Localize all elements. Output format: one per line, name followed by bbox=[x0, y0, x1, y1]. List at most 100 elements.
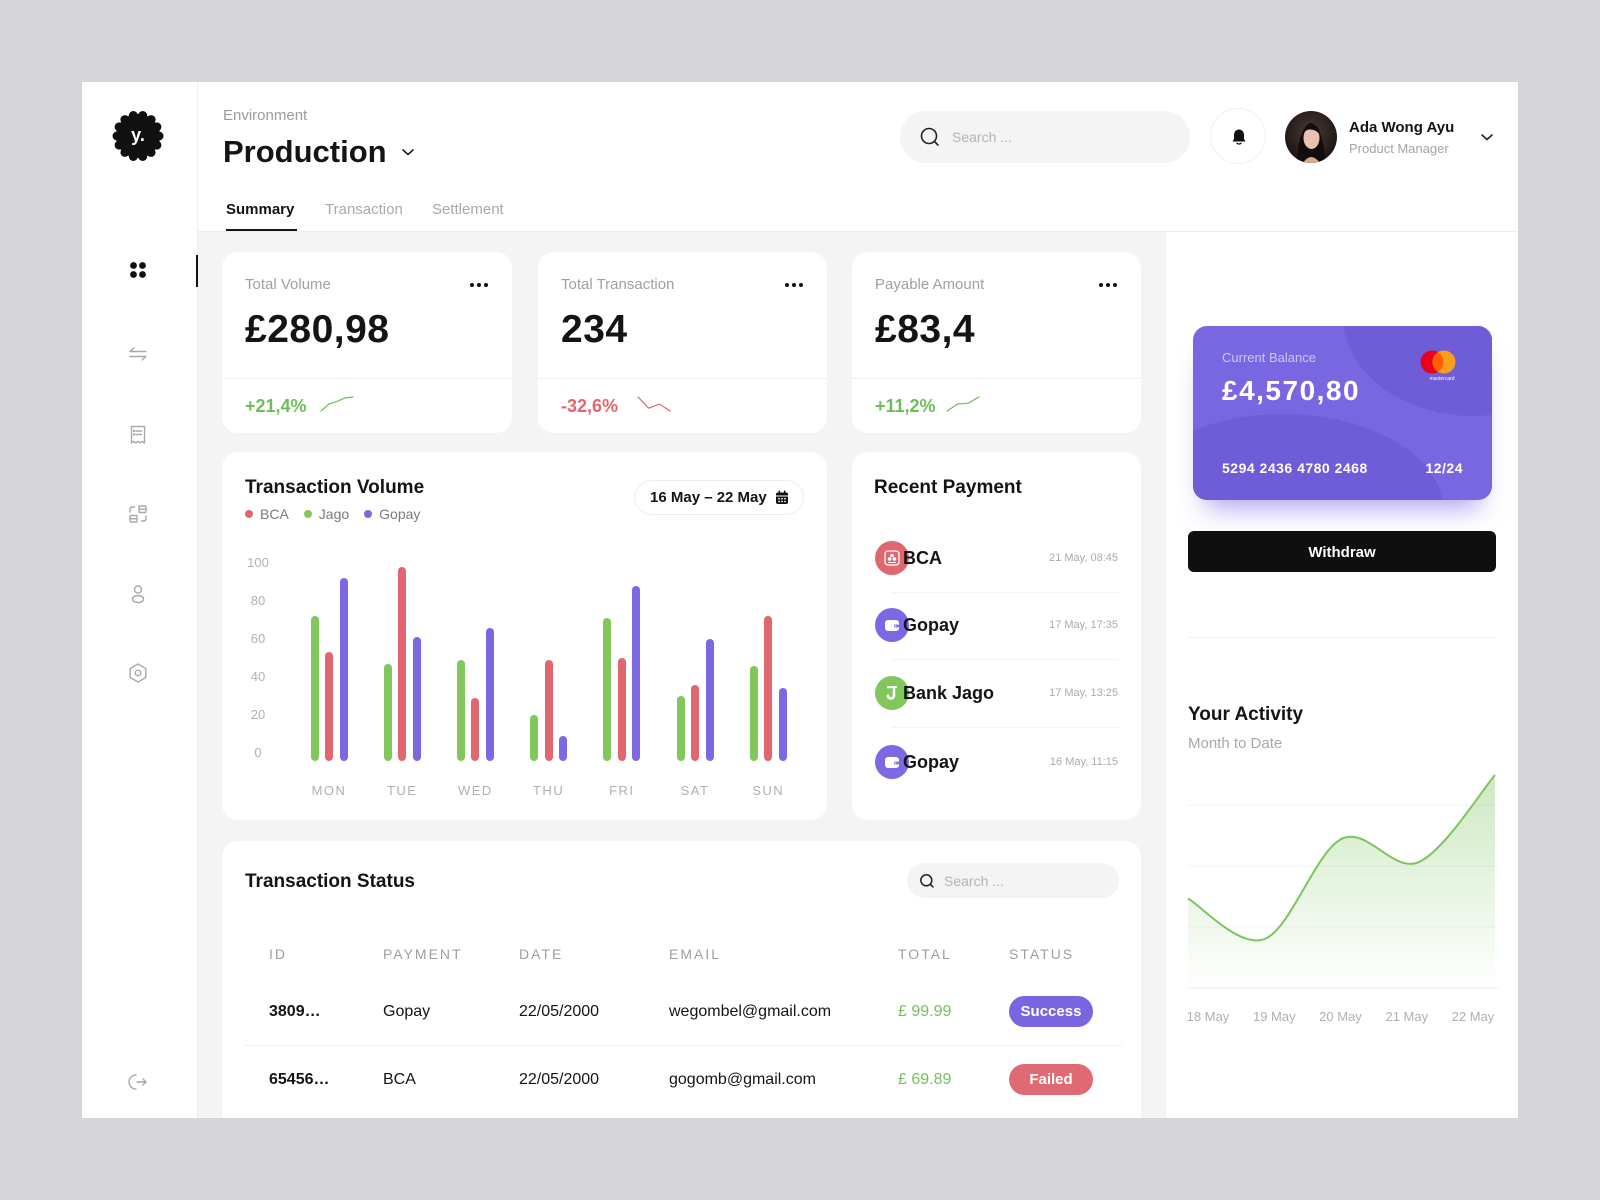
bar-jago[interactable] bbox=[676, 696, 685, 761]
legend-label: BCA bbox=[260, 506, 289, 522]
sidebar-item-convert[interactable] bbox=[126, 502, 150, 526]
bar-jago[interactable] bbox=[749, 665, 758, 761]
bar-gopay[interactable] bbox=[485, 627, 494, 761]
divider bbox=[892, 659, 1118, 660]
stat-value: £83,4 bbox=[875, 308, 976, 351]
date-range-text: 16 May – 22 May bbox=[650, 489, 767, 506]
cell-total: £ 99.99 bbox=[898, 1003, 952, 1020]
more-icon[interactable] bbox=[783, 278, 805, 292]
table-row[interactable]: 65456… BCA 22/05/2000 gogomb@gmail.com £… bbox=[222, 1060, 1141, 1100]
bar-jago[interactable] bbox=[383, 663, 392, 761]
status-badge-success[interactable]: Success bbox=[1009, 996, 1093, 1027]
bar-gopay[interactable] bbox=[632, 585, 641, 761]
more-icon[interactable] bbox=[468, 278, 490, 292]
bar-bca[interactable] bbox=[764, 616, 773, 761]
user-avatar[interactable] bbox=[1285, 111, 1337, 163]
status-badge-failed[interactable]: Failed bbox=[1009, 1064, 1093, 1095]
legend-item-bca[interactable]: BCA bbox=[245, 506, 289, 522]
logo-text: y. bbox=[131, 125, 145, 145]
payment-item-bank-jago[interactable]: Bank Jago 17 May, 13:25 bbox=[852, 673, 1141, 713]
column-header-status[interactable]: STATUS bbox=[1009, 946, 1075, 962]
legend-dot bbox=[245, 510, 253, 518]
user-name: Ada Wong Ayu bbox=[1349, 119, 1455, 136]
column-header-total[interactable]: TOTAL bbox=[898, 946, 952, 962]
cell-payment: BCA bbox=[383, 1071, 416, 1088]
bar-bca[interactable] bbox=[398, 566, 407, 761]
column-header-date[interactable]: DATE bbox=[519, 946, 564, 962]
date-range-picker[interactable]: 16 May – 22 May bbox=[634, 480, 804, 515]
column-header-email[interactable]: EMAIL bbox=[669, 946, 722, 962]
sidebar-item-transfer[interactable] bbox=[126, 342, 150, 366]
chart-title: Transaction Volume bbox=[245, 477, 425, 498]
legend-label: Jago bbox=[318, 506, 350, 522]
bar-jago[interactable] bbox=[530, 715, 539, 761]
y-axis-tick: 100 bbox=[247, 555, 269, 570]
environment-selector[interactable]: Production bbox=[223, 134, 387, 169]
cell-email: wegombel@gmail.com bbox=[669, 1003, 832, 1020]
table-search[interactable] bbox=[907, 863, 1119, 898]
bar-gopay[interactable] bbox=[339, 578, 348, 761]
app-window: y. bbox=[82, 82, 1518, 1118]
bar-bca[interactable] bbox=[325, 652, 333, 761]
notifications-button[interactable] bbox=[1210, 108, 1266, 164]
tab-transaction[interactable]: Transaction bbox=[325, 201, 403, 218]
legend-label: Gopay bbox=[379, 506, 421, 522]
user-menu-dropdown[interactable] bbox=[1478, 128, 1496, 146]
trend-down-icon bbox=[637, 396, 671, 412]
balance-label: Current Balance bbox=[1222, 350, 1316, 365]
table-title: Transaction Status bbox=[245, 871, 415, 892]
search-input[interactable] bbox=[952, 111, 1172, 163]
user-icon bbox=[131, 585, 145, 604]
environment-label: Environment bbox=[223, 107, 308, 124]
tab-summary[interactable]: Summary bbox=[226, 201, 295, 218]
activity-x-label: 18 May bbox=[1186, 1009, 1230, 1024]
bar-jago[interactable] bbox=[310, 616, 319, 761]
card-brand: mastercard bbox=[1429, 376, 1455, 382]
y-axis-tick: 20 bbox=[250, 707, 266, 722]
sidebar-item-dashboard[interactable] bbox=[126, 258, 150, 282]
legend-dot bbox=[303, 510, 312, 518]
divider bbox=[1188, 637, 1496, 638]
legend-item-jago[interactable]: Jago bbox=[303, 506, 350, 522]
payment-item-gopay[interactable]: Gopay 16 May, 11:15 bbox=[852, 742, 1141, 782]
brand-logo[interactable]: y. bbox=[112, 110, 164, 162]
chevron-down-icon bbox=[402, 149, 414, 156]
more-icon[interactable] bbox=[1097, 278, 1119, 292]
logout-icon bbox=[128, 1074, 147, 1090]
bar-bca[interactable] bbox=[691, 684, 699, 761]
header-divider bbox=[198, 231, 1518, 232]
global-search[interactable] bbox=[900, 111, 1190, 163]
stat-change: +11,2% bbox=[875, 396, 936, 416]
cell-total: £ 69.89 bbox=[898, 1071, 952, 1088]
sidebar-item-receipt[interactable] bbox=[126, 423, 150, 447]
card-number: 5294 2436 4780 2468 bbox=[1222, 460, 1368, 476]
logout-button[interactable] bbox=[126, 1070, 150, 1094]
cell-date: 22/05/2000 bbox=[519, 1071, 600, 1088]
bca-icon bbox=[875, 541, 909, 575]
bar-gopay[interactable] bbox=[778, 688, 787, 761]
bar-bca[interactable] bbox=[471, 697, 480, 761]
bar-gopay[interactable] bbox=[705, 639, 714, 761]
tab-settlement[interactable]: Settlement bbox=[432, 201, 504, 218]
bar-gopay[interactable] bbox=[412, 637, 421, 761]
bar-jago[interactable] bbox=[603, 618, 612, 761]
column-header-id[interactable]: ID bbox=[269, 946, 287, 962]
legend-item-gopay[interactable]: Gopay bbox=[364, 506, 420, 522]
convert-icon bbox=[129, 505, 147, 523]
column-header-payment[interactable]: PAYMENT bbox=[383, 946, 463, 962]
table-row[interactable]: 3809… Gopay 22/05/2000 wegombel@gmail.co… bbox=[222, 992, 1141, 1032]
sidebar-item-settings[interactable] bbox=[126, 661, 150, 685]
environment-dropdown[interactable] bbox=[399, 143, 417, 161]
bar-bca[interactable] bbox=[544, 659, 553, 761]
balance-card[interactable]: Current Balance £4,570,80 mastercard 529… bbox=[1193, 326, 1492, 500]
payment-item-bca[interactable]: BCA 21 May, 08:45 bbox=[852, 538, 1141, 578]
stat-card-total-transaction: Total Transaction 234 -32,6% bbox=[538, 252, 827, 433]
user-role: Product Manager bbox=[1349, 141, 1449, 156]
payment-item-gopay[interactable]: Gopay 17 May, 17:35 bbox=[852, 605, 1141, 645]
table-search-input[interactable] bbox=[944, 863, 1109, 898]
withdraw-button[interactable]: Withdraw bbox=[1188, 531, 1496, 572]
bar-gopay[interactable] bbox=[559, 735, 568, 761]
bar-jago[interactable] bbox=[456, 659, 465, 761]
bar-bca[interactable] bbox=[617, 658, 626, 761]
sidebar-item-user[interactable] bbox=[126, 582, 150, 606]
